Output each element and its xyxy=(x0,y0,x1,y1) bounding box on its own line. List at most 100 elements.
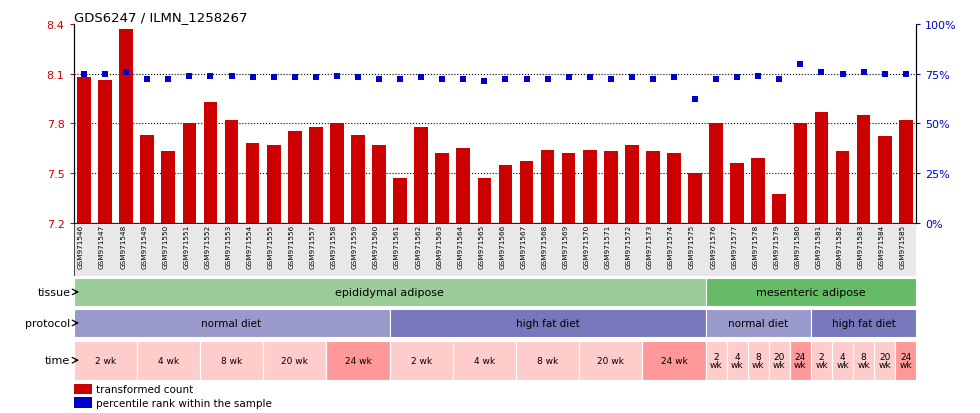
Point xyxy=(582,75,598,82)
Text: GSM971557: GSM971557 xyxy=(310,224,316,268)
Point xyxy=(245,75,261,82)
Text: GSM971555: GSM971555 xyxy=(268,224,273,268)
Bar xyxy=(453,341,516,380)
Text: GSM971556: GSM971556 xyxy=(289,224,295,268)
Text: GSM971569: GSM971569 xyxy=(563,224,568,268)
Bar xyxy=(769,341,790,380)
Text: 24 wk: 24 wk xyxy=(661,356,687,365)
Text: GSM971574: GSM971574 xyxy=(668,224,674,268)
Bar xyxy=(204,102,218,223)
Bar xyxy=(710,124,723,223)
Text: 20 wk: 20 wk xyxy=(598,356,624,365)
Bar xyxy=(224,121,238,223)
Bar xyxy=(579,341,643,380)
Bar xyxy=(706,341,727,380)
Point xyxy=(856,69,871,76)
Text: 2
wk: 2 wk xyxy=(710,352,722,369)
Text: GSM971551: GSM971551 xyxy=(183,224,189,268)
Text: GSM971576: GSM971576 xyxy=(710,224,716,268)
Point xyxy=(350,75,366,82)
Text: GSM971571: GSM971571 xyxy=(605,224,611,268)
Bar xyxy=(309,127,322,223)
Bar xyxy=(811,309,916,337)
Text: GSM971582: GSM971582 xyxy=(837,224,843,268)
Bar xyxy=(98,81,112,223)
Text: GSM971564: GSM971564 xyxy=(458,224,464,268)
Text: GSM971546: GSM971546 xyxy=(78,224,84,268)
Point xyxy=(476,79,492,85)
Bar xyxy=(604,152,617,223)
Text: 8
wk: 8 wk xyxy=(752,352,764,369)
Point xyxy=(687,97,703,103)
Text: GSM971558: GSM971558 xyxy=(331,224,337,268)
Text: GSM971561: GSM971561 xyxy=(394,224,400,268)
Point xyxy=(76,71,92,78)
Bar xyxy=(499,165,513,223)
Point xyxy=(266,75,281,82)
Text: normal diet: normal diet xyxy=(728,318,788,328)
Bar xyxy=(267,145,280,223)
Text: GSM971548: GSM971548 xyxy=(121,224,126,268)
Text: tissue: tissue xyxy=(37,287,71,297)
Point xyxy=(771,77,787,83)
Text: GSM971578: GSM971578 xyxy=(753,224,759,268)
Text: 8
wk: 8 wk xyxy=(858,352,870,369)
Bar xyxy=(457,149,470,223)
Bar xyxy=(246,144,260,223)
Bar xyxy=(74,341,137,380)
Text: transformed count: transformed count xyxy=(96,385,193,394)
Text: GSM971565: GSM971565 xyxy=(478,224,484,268)
Point xyxy=(898,71,913,78)
Bar xyxy=(727,341,748,380)
Point xyxy=(456,77,471,83)
Bar xyxy=(393,178,407,223)
Bar xyxy=(896,341,916,380)
Bar xyxy=(874,341,896,380)
Text: GSM971559: GSM971559 xyxy=(352,224,358,268)
Bar xyxy=(752,159,765,223)
Point xyxy=(835,71,851,78)
Text: GSM971570: GSM971570 xyxy=(584,224,590,268)
Point xyxy=(603,77,618,83)
Bar xyxy=(646,152,660,223)
Point xyxy=(624,75,640,82)
Point xyxy=(751,73,766,80)
Bar xyxy=(372,145,386,223)
Text: 8 wk: 8 wk xyxy=(220,356,242,365)
Bar xyxy=(562,154,575,223)
Bar xyxy=(74,309,390,337)
Text: GSM971552: GSM971552 xyxy=(205,224,211,268)
Bar xyxy=(794,124,808,223)
Bar xyxy=(667,154,681,223)
Bar xyxy=(878,137,892,223)
Bar xyxy=(390,341,453,380)
Text: GSM971568: GSM971568 xyxy=(542,224,548,268)
Text: GSM971547: GSM971547 xyxy=(99,224,105,268)
Point xyxy=(329,73,345,80)
Point xyxy=(729,75,745,82)
Bar xyxy=(583,150,597,223)
Text: normal diet: normal diet xyxy=(202,318,262,328)
Point xyxy=(518,77,534,83)
Point xyxy=(203,73,219,80)
Bar xyxy=(516,341,579,380)
Point xyxy=(793,61,808,68)
Text: GSM971575: GSM971575 xyxy=(689,224,695,268)
Point xyxy=(371,77,387,83)
Bar xyxy=(706,309,811,337)
Text: 2
wk: 2 wk xyxy=(815,352,828,369)
Text: epididymal adipose: epididymal adipose xyxy=(335,287,444,297)
Text: GSM971583: GSM971583 xyxy=(858,224,863,268)
Point xyxy=(287,75,303,82)
Point xyxy=(392,77,408,83)
Text: GSM971581: GSM971581 xyxy=(815,224,821,268)
Bar xyxy=(415,127,428,223)
Point xyxy=(161,77,176,83)
Bar xyxy=(390,309,706,337)
Bar xyxy=(899,121,912,223)
Text: GSM971550: GSM971550 xyxy=(163,224,169,268)
Point xyxy=(877,71,893,78)
Text: 4
wk: 4 wk xyxy=(836,352,849,369)
Point xyxy=(181,73,197,80)
Text: high fat diet: high fat diet xyxy=(515,318,579,328)
